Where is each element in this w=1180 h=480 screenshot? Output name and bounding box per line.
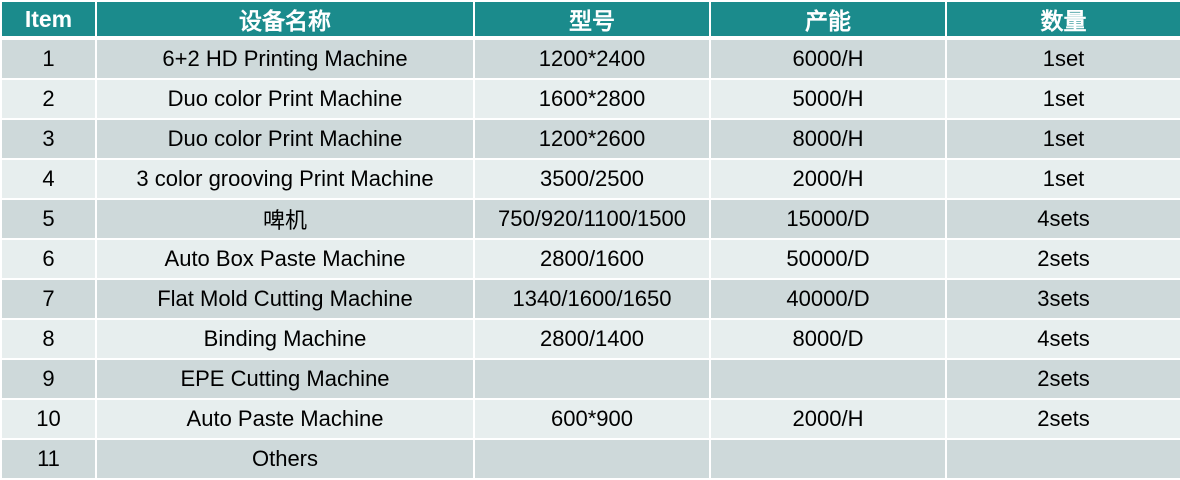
cell-model: 2800/1600 xyxy=(473,238,711,280)
cell-quantity: 1set xyxy=(945,118,1180,160)
table-row: 11 Others xyxy=(0,438,1180,480)
cell-model: 1600*2800 xyxy=(473,78,711,120)
cell-quantity: 2sets xyxy=(945,358,1180,400)
cell-model: 1200*2600 xyxy=(473,118,711,160)
cell-item: 5 xyxy=(0,198,97,240)
cell-model: 1340/1600/1650 xyxy=(473,278,711,320)
table-row: 2 Duo color Print Machine 1600*2800 5000/H 1… xyxy=(0,78,1180,120)
cell-item: 11 xyxy=(0,438,97,480)
cell-equipment-name: Duo color Print Machine xyxy=(95,118,475,160)
cell-equipment-name: Duo color Print Machine xyxy=(95,78,475,120)
cell-quantity: 3sets xyxy=(945,278,1180,320)
cell-item: 10 xyxy=(0,398,97,440)
cell-capacity: 2000/H xyxy=(709,398,947,440)
cell-item: 6 xyxy=(0,238,97,280)
cell-equipment-name: 啤机 xyxy=(95,198,475,240)
table-row: 9 EPE Cutting Machine 2sets xyxy=(0,358,1180,400)
table-row: 3 Duo color Print Machine 1200*2600 8000/H 1… xyxy=(0,118,1180,160)
cell-quantity: 1set xyxy=(945,158,1180,200)
cell-capacity: 2000/H xyxy=(709,158,947,200)
cell-model: 1200*2400 xyxy=(473,37,711,80)
cell-model: 600*900 xyxy=(473,398,711,440)
cell-capacity: 15000/D xyxy=(709,198,947,240)
cell-quantity: 4sets xyxy=(945,198,1180,240)
cell-model: 3500/2500 xyxy=(473,158,711,200)
cell-capacity: 6000/H xyxy=(709,37,947,80)
table-row: 10 Auto Paste Machine 600*900 2000/H 2sets xyxy=(0,398,1180,440)
cell-quantity: 1set xyxy=(945,78,1180,120)
table-row: 1 6+2 HD Printing Machine 1200*2400 6000/H 1… xyxy=(0,37,1180,80)
cell-equipment-name: Auto Paste Machine xyxy=(95,398,475,440)
cell-quantity: 2sets xyxy=(945,398,1180,440)
cell-item: 8 xyxy=(0,318,97,360)
cell-equipment-name: Flat Mold Cutting Machine xyxy=(95,278,475,320)
column-header-model: 型号 xyxy=(473,0,711,40)
cell-quantity xyxy=(945,438,1180,480)
cell-model: 2800/1400 xyxy=(473,318,711,360)
cell-item: 9 xyxy=(0,358,97,400)
cell-equipment-name: 3 color grooving Print Machine xyxy=(95,158,475,200)
column-header-item: Item xyxy=(0,0,97,40)
cell-capacity: 5000/H xyxy=(709,78,947,120)
column-header-quantity: 数量 xyxy=(945,0,1180,40)
cell-capacity: 40000/D xyxy=(709,278,947,320)
column-header-capacity: 产能 xyxy=(709,0,947,40)
cell-quantity: 1set xyxy=(945,37,1180,80)
cell-equipment-name: EPE Cutting Machine xyxy=(95,358,475,400)
cell-item: 4 xyxy=(0,158,97,200)
table-row: 6 Auto Box Paste Machine 2800/1600 50000/D 2… xyxy=(0,238,1180,280)
cell-capacity: 8000/H xyxy=(709,118,947,160)
cell-capacity: 8000/D xyxy=(709,318,947,360)
cell-item: 7 xyxy=(0,278,97,320)
cell-model xyxy=(473,358,711,400)
cell-equipment-name: Others xyxy=(95,438,475,480)
cell-equipment-name: 6+2 HD Printing Machine xyxy=(95,37,475,80)
cell-equipment-name: Auto Box Paste Machine xyxy=(95,238,475,280)
cell-item: 1 xyxy=(0,37,97,80)
table-row: 8 Binding Machine 2800/1400 8000/D 4sets xyxy=(0,318,1180,360)
cell-item: 2 xyxy=(0,78,97,120)
cell-equipment-name: Binding Machine xyxy=(95,318,475,360)
cell-capacity xyxy=(709,358,947,400)
header-row: Item 设备名称 型号 产能 数量 xyxy=(0,0,1180,40)
cell-model xyxy=(473,438,711,480)
cell-item: 3 xyxy=(0,118,97,160)
cell-capacity: 50000/D xyxy=(709,238,947,280)
cell-capacity xyxy=(709,438,947,480)
column-header-equipment-name: 设备名称 xyxy=(95,0,475,40)
cell-quantity: 4sets xyxy=(945,318,1180,360)
table-row: 5 啤机 750/920/1100/1500 15000/D 4sets xyxy=(0,198,1180,240)
cell-model: 750/920/1100/1500 xyxy=(473,198,711,240)
table-row: 7 Flat Mold Cutting Machine 1340/1600/1650… xyxy=(0,278,1180,320)
cell-quantity: 2sets xyxy=(945,238,1180,280)
